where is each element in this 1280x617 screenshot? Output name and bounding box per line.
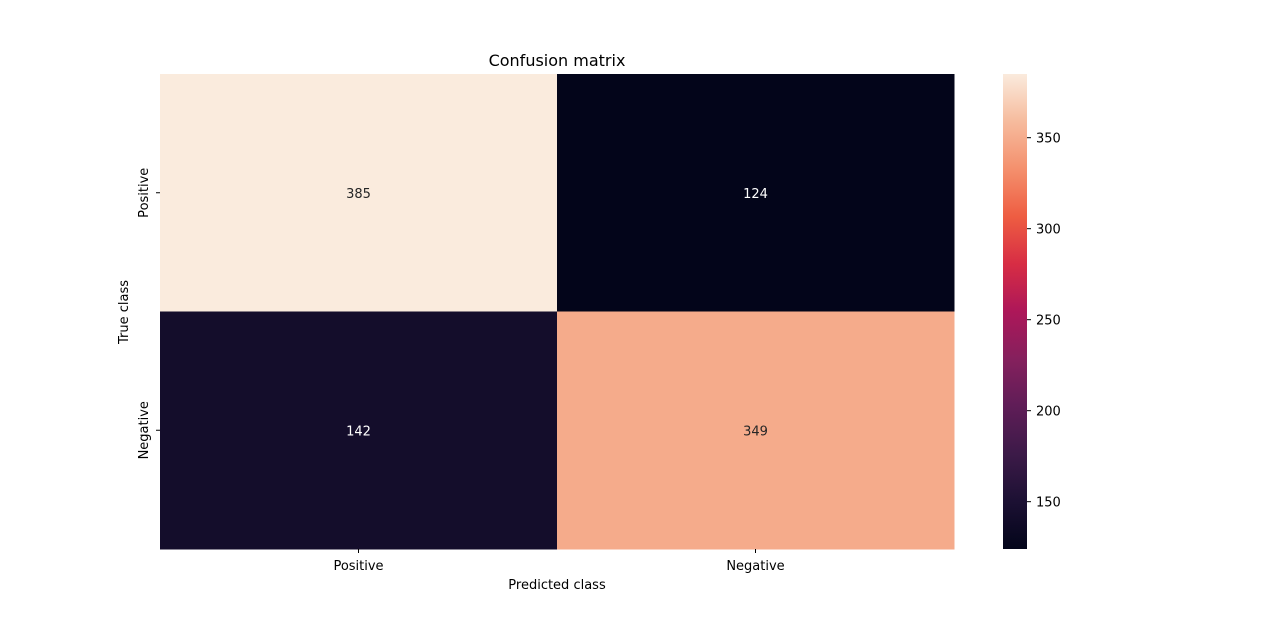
cell-value-label-1-0: 142 bbox=[346, 424, 371, 439]
cell-value-label-1-1: 349 bbox=[743, 424, 768, 439]
y-axis-label: True class bbox=[117, 280, 132, 345]
colorbar bbox=[1003, 74, 1027, 549]
colorbar-tick-label-1: 200 bbox=[1036, 405, 1061, 420]
heatmap-cell-1-1 bbox=[557, 311, 955, 550]
y-tick-label-0: Positive bbox=[137, 168, 152, 218]
heatmap-cell-1-0 bbox=[160, 311, 558, 550]
heatmap-cell-labels: 385 124 142 349 bbox=[346, 187, 768, 440]
colorbar-tick-label-3: 300 bbox=[1036, 223, 1061, 238]
cell-value-label-0-0: 385 bbox=[346, 187, 371, 202]
heatmap-cells bbox=[160, 74, 955, 550]
chart-title: Confusion matrix bbox=[489, 51, 626, 70]
y-axis-ticks: Positive Negative bbox=[137, 168, 160, 459]
colorbar-ticks: 150 200 250 300 350 bbox=[1027, 132, 1061, 511]
heatmap-cell-0-0 bbox=[160, 74, 558, 312]
heatmap-cell-0-1 bbox=[557, 74, 955, 312]
cell-value-label-0-1: 124 bbox=[743, 187, 768, 202]
colorbar-tick-label-2: 250 bbox=[1036, 314, 1061, 329]
colorbar-tick-label-4: 350 bbox=[1036, 132, 1061, 147]
x-tick-label-1: Negative bbox=[726, 559, 784, 574]
x-tick-label-0: Positive bbox=[333, 559, 383, 574]
x-axis-ticks: Positive Negative bbox=[333, 549, 785, 574]
colorbar-tick-label-0: 150 bbox=[1036, 496, 1061, 511]
x-axis-label: Predicted class bbox=[508, 578, 606, 593]
y-tick-label-1: Negative bbox=[137, 401, 152, 459]
